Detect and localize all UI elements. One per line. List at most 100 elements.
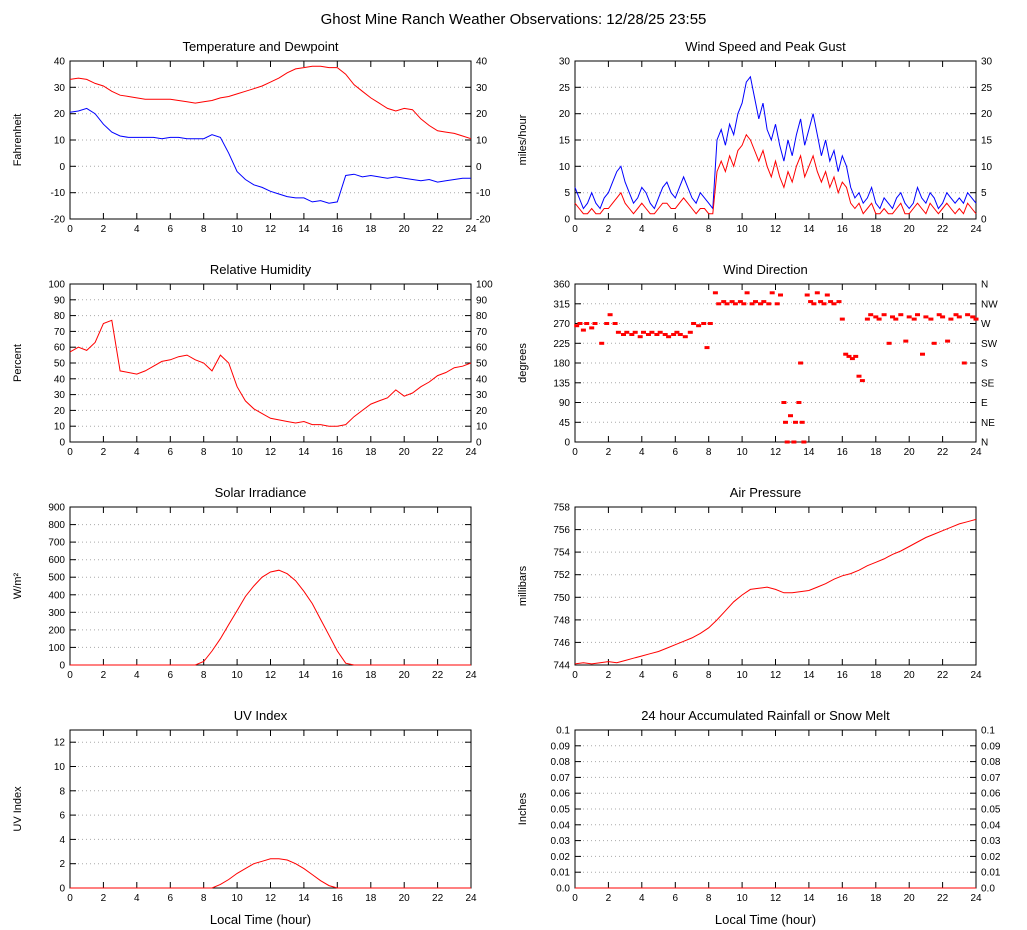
svg-text:20: 20 [476, 406, 488, 417]
svg-text:10: 10 [54, 422, 66, 433]
charts-grid: Temperature and Dewpoint -20 -20 -10 -10 0 0 1… [8, 38, 1027, 930]
svg-text:12: 12 [54, 738, 66, 749]
svg-text:15: 15 [981, 136, 993, 147]
svg-text:22: 22 [937, 447, 949, 458]
svg-text:12: 12 [265, 670, 277, 681]
svg-text:0.05: 0.05 [551, 805, 571, 816]
svg-text:10: 10 [476, 422, 488, 433]
svg-text:Percent: Percent [12, 344, 24, 382]
chart-title: UV Index [233, 708, 288, 723]
svg-text:12: 12 [265, 893, 277, 904]
svg-text:22: 22 [937, 670, 949, 681]
svg-text:20: 20 [904, 447, 916, 458]
svg-text:24: 24 [465, 447, 477, 458]
svg-text:0: 0 [572, 447, 578, 458]
svg-text:90: 90 [559, 398, 571, 409]
svg-text:14: 14 [803, 224, 815, 235]
svg-text:Fahrenheit: Fahrenheit [12, 114, 24, 167]
svg-text:0: 0 [67, 224, 73, 235]
svg-text:600: 600 [48, 555, 65, 566]
svg-text:18: 18 [365, 447, 377, 458]
svg-text:752: 752 [553, 570, 570, 581]
svg-text:8: 8 [706, 224, 712, 235]
svg-text:0.03: 0.03 [981, 836, 1001, 847]
svg-text:24: 24 [465, 670, 477, 681]
svg-text:70: 70 [54, 327, 66, 338]
svg-text:100: 100 [48, 643, 65, 654]
svg-text:0: 0 [67, 893, 73, 904]
svg-text:18: 18 [870, 224, 882, 235]
svg-text:20: 20 [54, 109, 66, 120]
svg-text:0: 0 [67, 447, 73, 458]
svg-text:2: 2 [59, 859, 65, 870]
svg-text:0.01: 0.01 [981, 868, 1001, 879]
svg-text:500: 500 [48, 573, 65, 584]
svg-text:0.04: 0.04 [981, 820, 1001, 831]
svg-text:30: 30 [54, 390, 66, 401]
svg-text:UV Index: UV Index [12, 786, 24, 832]
svg-text:16: 16 [332, 447, 344, 458]
chart-title: Air Pressure [729, 485, 802, 500]
svg-text:756: 756 [553, 525, 570, 536]
svg-text:0: 0 [476, 438, 482, 449]
svg-text:2: 2 [101, 224, 107, 235]
svg-text:10: 10 [737, 893, 749, 904]
svg-text:4: 4 [639, 447, 645, 458]
svg-text:744: 744 [553, 661, 570, 672]
svg-text:10: 10 [981, 162, 993, 173]
chart-temperature-dewpoint: Temperature and Dewpoint -20 -20 -10 -10 0 0 1… [8, 38, 513, 261]
svg-text:0: 0 [59, 438, 65, 449]
svg-text:90: 90 [476, 295, 488, 306]
svg-text:0: 0 [59, 661, 65, 672]
svg-text:20: 20 [54, 406, 66, 417]
svg-text:14: 14 [298, 893, 310, 904]
svg-text:4: 4 [639, 893, 645, 904]
svg-text:80: 80 [54, 311, 66, 322]
svg-text:12: 12 [265, 447, 277, 458]
svg-text:22: 22 [432, 893, 444, 904]
svg-text:miles/hour: miles/hour [517, 114, 529, 165]
rainfall-plot: 0.0 0.0 0.01 0.01 0.02 0.02 0.03 0.03 0.04 0.04 0.… [517, 726, 1001, 905]
svg-text:4: 4 [639, 224, 645, 235]
svg-text:22: 22 [432, 670, 444, 681]
svg-text:14: 14 [298, 670, 310, 681]
svg-text:0.04: 0.04 [551, 820, 571, 831]
svg-text:40: 40 [54, 57, 66, 68]
svg-text:0: 0 [67, 670, 73, 681]
svg-text:24: 24 [970, 893, 982, 904]
chart-title: Relative Humidity [209, 262, 312, 277]
svg-text:100: 100 [48, 280, 65, 291]
svg-text:0.06: 0.06 [981, 789, 1001, 800]
svg-text:12: 12 [770, 893, 782, 904]
x-axis-label [8, 243, 513, 261]
svg-text:14: 14 [298, 447, 310, 458]
svg-text:20: 20 [476, 109, 488, 120]
svg-text:NW: NW [981, 299, 998, 310]
svg-text:12: 12 [770, 447, 782, 458]
svg-text:22: 22 [937, 224, 949, 235]
svg-text:750: 750 [553, 593, 570, 604]
svg-text:20: 20 [399, 893, 411, 904]
svg-text:2: 2 [606, 670, 612, 681]
svg-text:-20: -20 [51, 215, 66, 226]
svg-text:NE: NE [981, 418, 995, 429]
svg-text:60: 60 [54, 343, 66, 354]
svg-text:20: 20 [399, 224, 411, 235]
svg-text:30: 30 [476, 83, 488, 94]
svg-text:0.07: 0.07 [981, 773, 1001, 784]
svg-text:2: 2 [101, 447, 107, 458]
svg-text:24: 24 [970, 224, 982, 235]
svg-text:16: 16 [332, 224, 344, 235]
svg-text:2: 2 [101, 893, 107, 904]
svg-text:900: 900 [48, 503, 65, 514]
svg-text:0.1: 0.1 [556, 726, 570, 737]
svg-text:135: 135 [553, 378, 570, 389]
svg-text:8: 8 [59, 786, 65, 797]
svg-text:22: 22 [432, 224, 444, 235]
svg-text:24: 24 [970, 670, 982, 681]
svg-text:W: W [981, 319, 991, 330]
svg-text:6: 6 [168, 670, 174, 681]
svg-text:0.02: 0.02 [551, 852, 571, 863]
